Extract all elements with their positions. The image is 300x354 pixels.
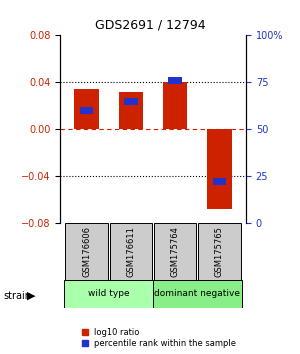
Text: GSM175764: GSM175764 xyxy=(171,226,180,277)
Text: ▶: ▶ xyxy=(27,291,36,301)
Legend: log10 ratio, percentile rank within the sample: log10 ratio, percentile rank within the … xyxy=(80,326,238,350)
Bar xyxy=(80,107,93,114)
Bar xyxy=(213,178,226,185)
Bar xyxy=(163,82,187,129)
Text: wild type: wild type xyxy=(88,289,130,298)
Bar xyxy=(119,92,143,129)
Bar xyxy=(154,223,196,280)
Bar xyxy=(207,129,232,209)
Text: dominant negative: dominant negative xyxy=(154,289,240,298)
Bar xyxy=(124,98,138,104)
Bar xyxy=(153,280,242,308)
Text: strain: strain xyxy=(3,291,31,301)
Bar xyxy=(198,223,241,280)
Text: GDS2691 / 12794: GDS2691 / 12794 xyxy=(95,18,205,31)
Text: GSM176606: GSM176606 xyxy=(82,226,91,277)
Bar xyxy=(168,77,182,84)
Text: GSM175765: GSM175765 xyxy=(215,226,224,277)
Bar xyxy=(110,223,152,280)
Bar xyxy=(65,223,108,280)
Bar xyxy=(74,89,99,129)
Bar xyxy=(64,280,153,308)
Text: GSM176611: GSM176611 xyxy=(126,226,135,277)
